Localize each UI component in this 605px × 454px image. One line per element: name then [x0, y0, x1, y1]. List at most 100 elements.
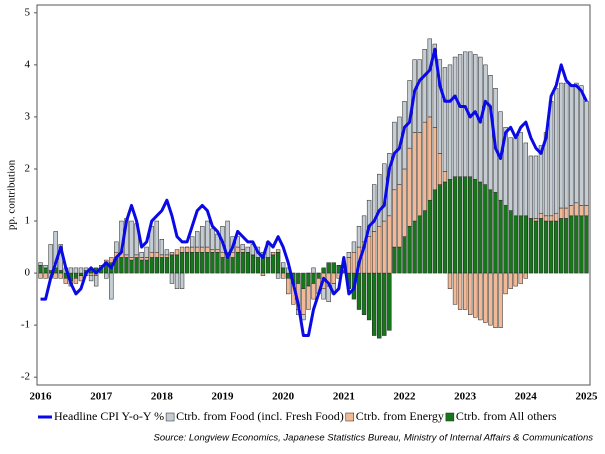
bar-segment	[518, 132, 523, 217]
bar-segment	[508, 137, 513, 211]
bar-segment	[88, 275, 94, 282]
bar-segment	[569, 215, 574, 274]
bar-segment	[129, 259, 134, 274]
bar-segment	[493, 192, 498, 274]
bar-segment	[346, 257, 352, 274]
bar-segment	[250, 254, 256, 274]
bar-segment	[174, 272, 180, 289]
bar-segment	[483, 272, 488, 323]
bar-segment	[559, 82, 564, 209]
bar-segment	[564, 207, 569, 219]
bar-segment	[483, 64, 488, 185]
bar-segment	[493, 272, 498, 328]
bar-segment	[569, 85, 574, 206]
bar-segment	[270, 252, 276, 256]
bar-segment	[286, 278, 291, 295]
bar-segment	[149, 257, 154, 274]
bar-segment	[579, 215, 584, 274]
bar-segment	[119, 257, 124, 274]
bar-segment	[574, 215, 579, 274]
bar-segment	[215, 249, 220, 253]
bar-segment	[457, 176, 463, 274]
bar-segment	[235, 252, 240, 274]
bar-segment	[508, 272, 513, 289]
bar-segment	[437, 184, 443, 274]
bar-segment	[377, 173, 382, 227]
bar-segment	[124, 257, 129, 274]
bar-segment	[296, 272, 301, 284]
bar-segment	[387, 215, 392, 274]
bar-segment	[210, 249, 215, 253]
bar-segment	[38, 262, 43, 266]
bar-segment	[73, 272, 79, 279]
bar-segment	[190, 236, 195, 248]
bar-segment	[240, 244, 245, 250]
x-tick-label: 2025	[575, 391, 598, 403]
bar-segment	[488, 272, 493, 326]
bar-segment	[184, 246, 190, 253]
bar-segment	[321, 267, 326, 274]
bar-segment	[366, 272, 372, 321]
bar-segment	[523, 215, 528, 274]
bar-segment	[169, 252, 175, 256]
bar-segment	[144, 257, 149, 261]
bar-segment	[169, 272, 175, 284]
bar-segment	[169, 254, 175, 274]
bar-segment	[457, 54, 463, 178]
bar-segment	[498, 199, 503, 274]
bar-segment	[144, 246, 149, 258]
legend-label: Ctrb. from Energy	[356, 409, 444, 423]
bar-segment	[427, 116, 432, 201]
bar-segment	[240, 249, 245, 253]
bar-segment	[104, 265, 109, 274]
bar-segment	[488, 75, 493, 191]
bar-segment	[265, 257, 271, 274]
bar-segment	[392, 189, 397, 248]
bar-segment	[109, 272, 114, 300]
plot-frame	[36, 4, 591, 386]
bar-segment	[104, 272, 109, 279]
x-tick-label: 2016	[30, 391, 53, 403]
bar-segment	[63, 278, 68, 284]
y-tick-label: 0	[25, 267, 31, 279]
y-tick-label: 2	[25, 163, 31, 175]
bar-segment	[280, 262, 286, 269]
bar-segment	[422, 48, 427, 123]
bar-segment	[205, 246, 210, 253]
bar-segment	[195, 246, 200, 253]
bar-segment	[311, 283, 316, 300]
legend-label: Headline CPI Y-o-Y %	[54, 409, 164, 423]
bar-segment	[260, 272, 266, 276]
bar-segment	[220, 252, 225, 258]
bar-segment	[154, 220, 159, 253]
bar-segment	[190, 252, 195, 274]
bar-segment	[215, 252, 220, 274]
bar-segment	[382, 220, 387, 274]
bar-segment	[442, 181, 448, 274]
bar-segment	[306, 272, 311, 287]
bar-segment	[159, 257, 165, 274]
bar-segment	[553, 212, 559, 222]
bar-segment	[311, 272, 316, 284]
bar-segment	[179, 246, 185, 253]
bar-segment	[574, 202, 579, 217]
bar-segment	[397, 246, 402, 274]
bar-segment	[179, 252, 185, 274]
bar-segment	[275, 249, 281, 253]
bar-segment	[301, 272, 306, 289]
bar-segment	[462, 272, 468, 310]
bar-segment	[225, 220, 230, 253]
bar-segment	[417, 59, 422, 133]
bar-segment	[371, 184, 377, 232]
bar-segment	[93, 275, 99, 287]
bar-segment	[240, 252, 245, 274]
bar-segment	[392, 246, 397, 274]
bar-segment	[371, 231, 377, 274]
bar-segment	[230, 257, 235, 274]
bar-segment	[200, 252, 205, 274]
bar-segment	[417, 132, 422, 217]
bar-segment	[503, 272, 508, 295]
bar-segment	[533, 218, 539, 222]
bar-segment	[533, 220, 539, 274]
